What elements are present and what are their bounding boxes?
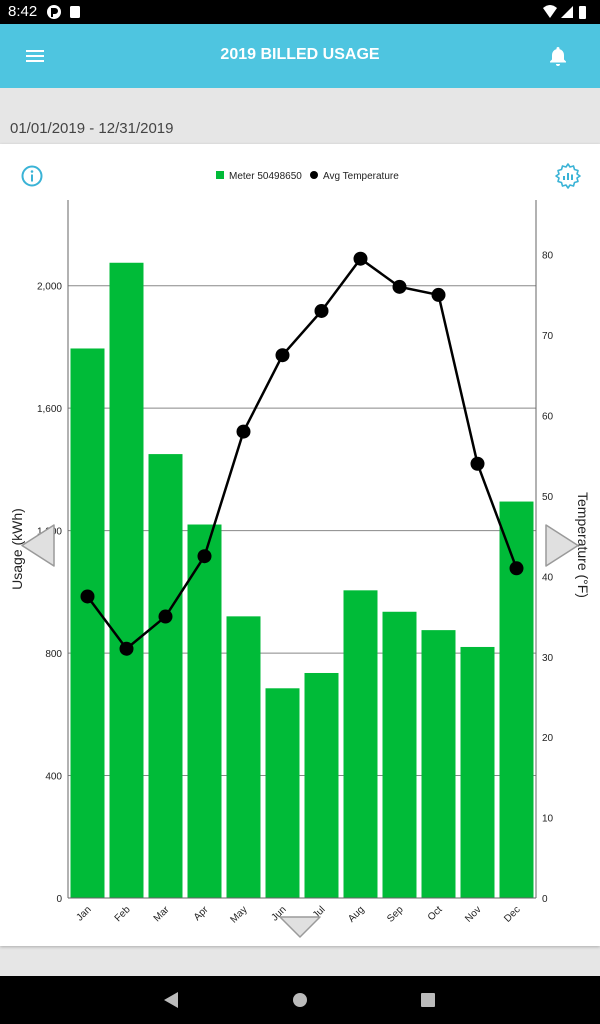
recents-icon[interactable] — [421, 993, 435, 1007]
wifi-icon — [543, 5, 557, 18]
status-time: 8:42 — [8, 3, 38, 20]
bottom-strip — [0, 954, 600, 976]
battery-icon — [579, 6, 586, 19]
signal-icon — [561, 6, 573, 18]
menu-icon[interactable] — [22, 44, 50, 68]
chart-nav-arrows — [21, 524, 579, 938]
gear-icon[interactable] — [554, 162, 582, 190]
home-icon[interactable] — [293, 993, 307, 1007]
date-range: 01/01/2019 - 12/31/2019 — [10, 120, 174, 137]
back-icon[interactable] — [164, 992, 178, 1008]
app-bar: 2019 BILLED USAGE — [0, 24, 600, 88]
page-title: 2019 BILLED USAGE — [220, 46, 380, 63]
status-notification-icons — [47, 5, 80, 19]
status-bar: 8:42 — [0, 0, 600, 24]
chevron-right-icon[interactable] — [545, 524, 579, 567]
system-nav-bar — [0, 976, 600, 1024]
chart-card — [0, 144, 600, 946]
sd-card-icon — [70, 6, 80, 18]
bell-icon[interactable] — [546, 44, 570, 68]
status-system-icons — [543, 5, 586, 19]
chevron-left-icon[interactable] — [21, 524, 55, 567]
info-icon[interactable] — [20, 164, 44, 188]
chevron-down-icon[interactable] — [279, 916, 321, 938]
